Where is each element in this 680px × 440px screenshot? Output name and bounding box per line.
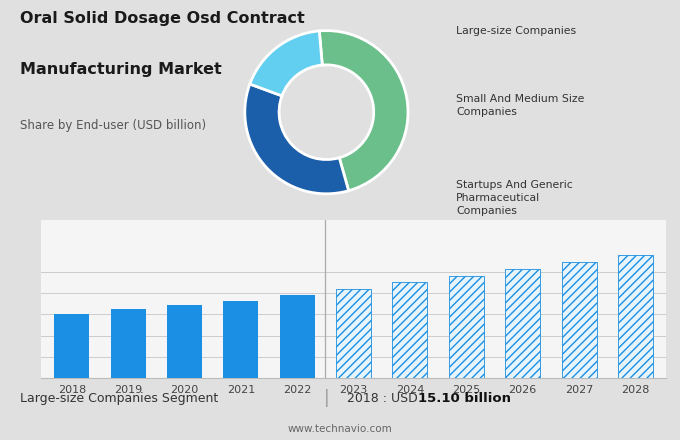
Bar: [336, 289, 371, 378]
Bar: [618, 255, 653, 378]
Text: Large-size Companies Segment: Large-size Companies Segment: [20, 392, 219, 405]
Wedge shape: [245, 84, 349, 194]
Text: 2018 : USD: 2018 : USD: [347, 392, 422, 405]
Text: Large-size Companies: Large-size Companies: [456, 26, 577, 36]
Bar: [505, 269, 540, 378]
Text: Oral Solid Dosage Osd Contract: Oral Solid Dosage Osd Contract: [20, 11, 305, 26]
Bar: [392, 282, 428, 378]
Text: Startups And Generic
Pharmaceutical
Companies: Startups And Generic Pharmaceutical Comp…: [456, 180, 573, 216]
Wedge shape: [320, 31, 408, 191]
Text: Share by End-user (USD billion): Share by End-user (USD billion): [20, 119, 207, 132]
Bar: [111, 309, 146, 378]
Text: |: |: [324, 389, 329, 407]
Wedge shape: [250, 31, 322, 96]
Text: www.technavio.com: www.technavio.com: [288, 424, 392, 434]
Text: 15.10 billion: 15.10 billion: [418, 392, 511, 405]
Text: Small And Medium Size
Companies: Small And Medium Size Companies: [456, 94, 585, 117]
Text: Manufacturing Market: Manufacturing Market: [20, 62, 222, 77]
Bar: [224, 301, 258, 378]
Bar: [449, 276, 483, 378]
Bar: [279, 295, 315, 378]
Bar: [562, 262, 596, 378]
Bar: [167, 305, 202, 378]
Bar: [54, 314, 89, 378]
